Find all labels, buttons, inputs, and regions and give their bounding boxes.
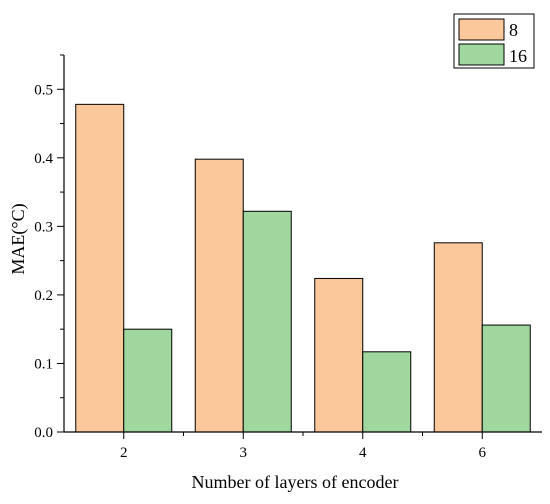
legend-swatch-16 [458,43,505,66]
ticks-group: 2 3 4 6 0.0 0.1 0.2 0.3 0.4 0.5 [34,54,487,461]
y-tick-label: 0.4 [34,151,53,167]
y-tick-label: 0.0 [34,425,53,441]
y-tick-label: 0.2 [34,288,53,304]
legend-label-8: 8 [509,20,518,40]
y-axis-title: MAE(°C) [8,203,29,274]
bar-8-2 [75,103,125,433]
bar-8-4 [314,277,364,433]
y-tick-label: 0.3 [34,219,53,235]
x-axis-title: Number of layers of encoder [192,472,399,492]
bar-16-4 [362,351,412,433]
bars-group [75,103,531,433]
bar-8-3 [194,158,244,433]
x-tick-label: 6 [479,445,487,461]
x-tick-label: 2 [120,445,128,461]
bar-8-6 [433,242,483,433]
bar-16-3 [242,210,292,433]
y-tick-label: 0.5 [34,82,53,98]
x-tick-label: 4 [359,445,367,461]
x-tick-label: 3 [240,445,248,461]
y-tick-label: 0.1 [34,356,53,372]
bar-16-2 [123,328,173,433]
bar-16-6 [481,324,531,433]
legend-swatch-8 [458,18,505,41]
legend-label-16: 16 [509,46,527,66]
legend: 8 16 [453,13,535,69]
